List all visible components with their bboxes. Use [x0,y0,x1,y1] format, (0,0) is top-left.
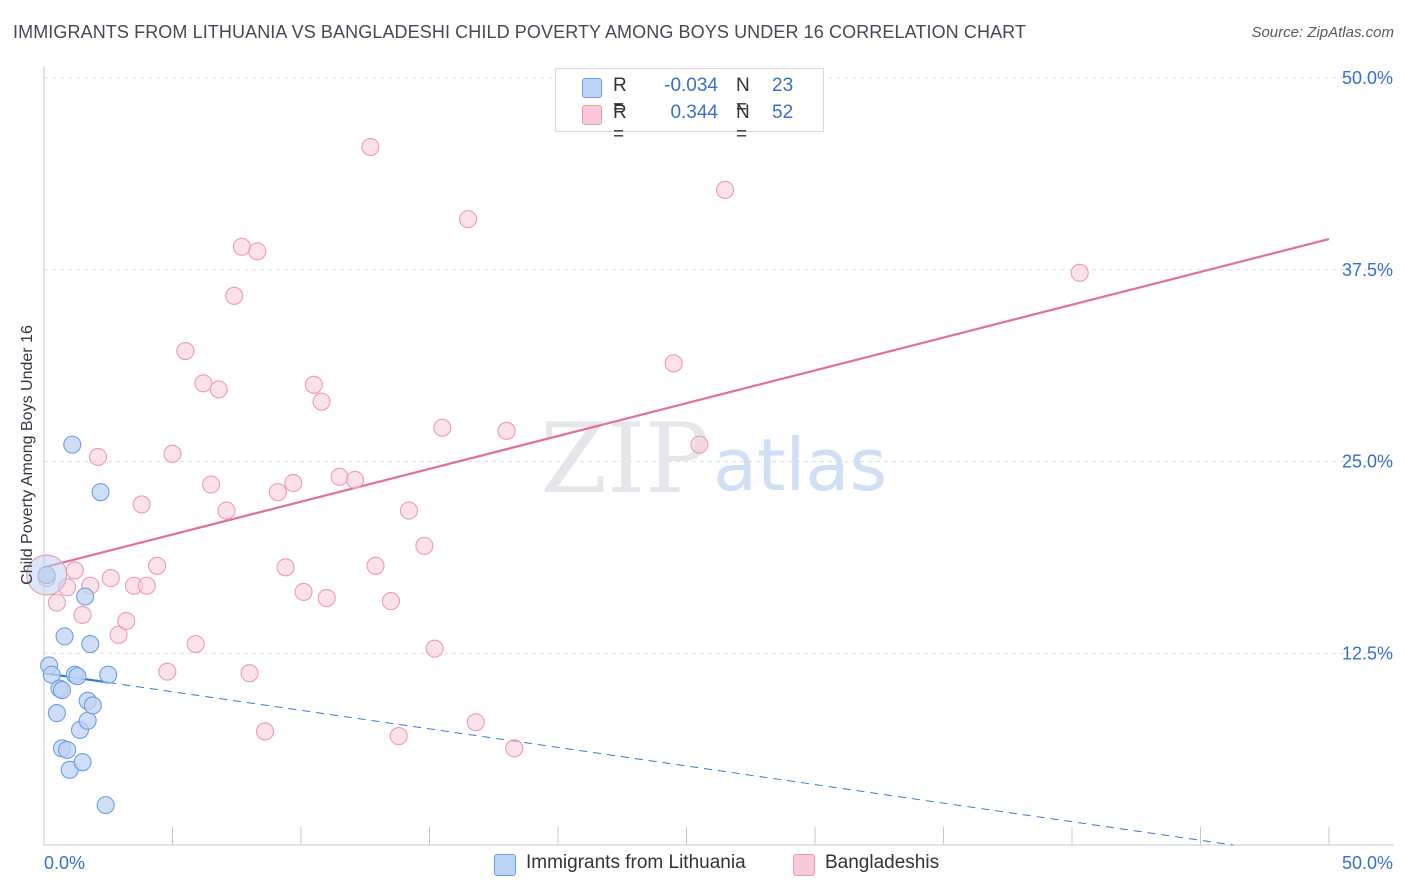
point-bangladeshis [209,380,228,399]
n-value: 23 [772,75,794,96]
r-label: R = [613,75,627,118]
x-tick-label-max: 50.0% [1342,853,1393,873]
trend-lines [43,238,1330,846]
trend-line-bangladeshis [43,238,1330,569]
point-bangladeshis [101,569,120,588]
y-tick-label: 37.5% [1342,260,1393,280]
point-bangladeshis [132,495,151,514]
point-lithuania [47,704,66,723]
point-bangladeshis [664,354,683,373]
point-bangladeshis [47,593,66,612]
legend-label-lithuania: Immigrants from Lithuania [526,852,746,873]
y-tick-label: 25.0% [1342,452,1393,472]
point-bangladeshis [217,501,236,520]
y-tick-label: 50.0% [1342,68,1393,88]
point-bangladeshis [268,483,287,502]
point-lithuania [52,681,72,700]
point-bangladeshis [176,342,195,361]
point-bangladeshis [117,611,136,631]
point-bangladeshis [425,639,444,658]
watermark-zip: ZIP [540,403,709,515]
point-bangladeshis [137,576,156,595]
trend-line-lithuania-dashed [108,681,1234,846]
point-bangladeshis [225,286,244,305]
point-lithuania [42,665,61,684]
point-lithuania [76,587,95,606]
point-bangladeshis [381,592,401,611]
point-bangladeshis [505,739,524,758]
r-value: 0.344 [670,102,718,123]
r-label: R = [613,102,627,145]
point-bangladeshis [497,421,516,440]
point-bangladeshis [232,237,251,256]
point-bangladeshis [109,625,128,644]
point-bangladeshis [73,605,92,624]
n-label: N = [736,75,750,118]
point-lithuania [99,665,118,684]
point-lithuania [96,796,115,815]
source-label: Source: ZipAtlas.com [1251,24,1394,41]
legend-swatch-lithuania [494,854,516,876]
point-lithuania [63,435,82,454]
point-bangladeshis [458,210,478,229]
point-bangladeshis [330,467,349,486]
point-bangladeshis [317,588,336,608]
point-bangladeshis [248,242,267,261]
stats-box: R = -0.034 N = 23 R = 0.344 N = 52 [555,68,824,145]
axes [43,66,1394,846]
point-bangladeshis [399,501,418,520]
watermark-atlas: atlas [713,423,887,507]
point-lithuania [55,627,74,646]
y-axis-label: Child Poverty Among Boys Under 16 [19,325,36,585]
point-bangladeshis [186,634,205,654]
r-value: -0.034 [664,75,718,96]
point-lithuania [73,753,92,772]
point-bangladeshis [158,662,177,681]
point-bangladeshis [433,418,452,437]
point-bangladeshis [715,180,735,200]
gridlines [44,77,1394,654]
point-lithuania [78,711,97,730]
point-bangladeshis [294,582,313,601]
point-bangladeshis [194,374,213,393]
legend-swatch-bangladeshis [793,854,815,876]
lithuania-swatch [582,78,602,98]
point-bangladeshis [276,558,295,577]
n-label: N = [736,102,750,145]
watermark: ZIP atlas [540,403,887,515]
x-tick-label-min: 0.0% [44,853,85,873]
point-bangladeshis [88,447,108,466]
point-bangladeshis [466,713,485,732]
point-lithuania [81,634,100,654]
point-bangladeshis [163,444,182,463]
y-tick-label: 12.5% [1342,643,1393,663]
point-lithuania [83,696,102,715]
point-bangladeshis [304,375,323,394]
point-bangladeshis [389,727,408,746]
point-cluster [26,554,68,596]
data-points [26,137,1089,815]
point-lithuania [68,667,87,686]
point-bangladeshis [690,435,709,454]
chart-title: IMMIGRANTS FROM LITHUANIA VS BANGLADESHI… [13,22,1027,42]
point-bangladeshis [415,536,434,555]
tick-labels: 12.5% 25.0% 37.5% 50.0% 0.0% 50.0% [44,68,1393,873]
point-lithuania [58,740,77,759]
n-value: 52 [772,102,794,123]
point-bangladeshis [284,473,303,493]
point-bangladeshis [361,137,380,157]
point-bangladeshis [148,556,167,575]
bangladeshis-swatch [582,105,602,125]
point-bangladeshis [1070,263,1089,282]
point-bangladeshis [366,556,385,575]
point-bangladeshis [202,475,221,494]
point-bangladeshis [65,561,84,580]
point-bangladeshis [345,470,365,489]
point-bangladeshis [240,664,259,683]
point-bangladeshis [312,392,331,411]
point-lithuania [91,483,110,502]
legend-label-bangladeshis: Bangladeshis [825,852,940,873]
point-bangladeshis [255,722,275,741]
